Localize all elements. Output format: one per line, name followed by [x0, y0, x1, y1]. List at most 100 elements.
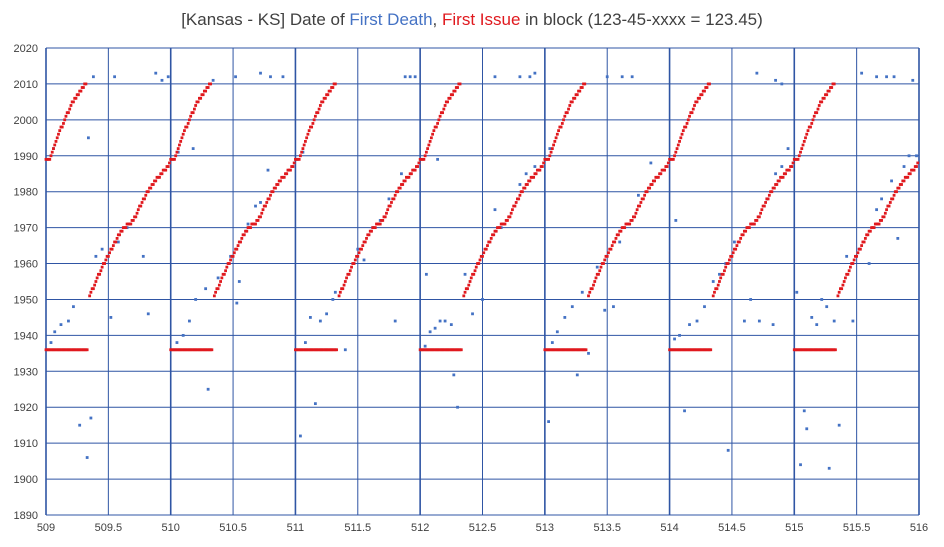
first-issue-point: [617, 233, 620, 237]
first-issue-point: [62, 122, 65, 125]
first-issue-point: [506, 219, 509, 222]
first-issue-point: [212, 294, 216, 298]
first-issue-point: [229, 258, 232, 262]
first-issue-point: [189, 114, 193, 118]
first-death-point: [683, 409, 686, 413]
first-issue-point: [111, 244, 115, 247]
first-issue-point: [721, 272, 725, 276]
first-issue-point: [69, 104, 73, 107]
first-issue-point: [787, 168, 791, 172]
first-death-point: [78, 423, 82, 427]
first-issue-point: [427, 143, 431, 147]
first-issue-point: [88, 294, 92, 298]
first-issue-point: [836, 294, 840, 298]
first-issue-point: [271, 190, 275, 194]
first-issue-point: [534, 172, 538, 176]
first-death-point: [733, 240, 736, 244]
first-issue-point: [775, 183, 779, 186]
first-death-point: [774, 172, 777, 176]
first-issue-point: [610, 244, 614, 247]
first-issue-point: [711, 294, 715, 298]
first-death-point: [902, 165, 906, 168]
first-death-point: [845, 254, 849, 258]
first-issue-point: [548, 154, 552, 158]
x-tick-label: 513: [536, 522, 554, 534]
first-issue-point: [915, 165, 918, 168]
first-issue-point: [144, 193, 148, 197]
first-issue-point: [85, 348, 89, 352]
first-issue-point: [605, 254, 609, 258]
first-issue-point: [106, 254, 110, 258]
first-issue-point: [665, 165, 669, 168]
first-issue-point: [91, 287, 95, 291]
first-issue-point: [220, 276, 224, 280]
first-death-point: [875, 208, 878, 212]
first-issue-point: [508, 215, 512, 219]
first-death-point: [269, 75, 272, 79]
first-issue-point: [48, 157, 52, 161]
first-death-point: [595, 265, 599, 269]
first-issue-point: [473, 269, 477, 273]
first-death-point: [424, 272, 428, 276]
y-axis-tick-labels: 1890 1900 1910 1920 1930 1940 1950 1960 1970 1980…: [14, 43, 38, 522]
first-death-point: [493, 208, 497, 212]
first-issue-point: [225, 265, 229, 269]
first-issue-point: [619, 229, 623, 233]
first-death-point: [166, 75, 170, 79]
first-death-point: [175, 341, 179, 344]
first-issue-point: [194, 104, 198, 107]
first-issue-point: [331, 86, 335, 89]
first-issue-point: [645, 190, 649, 194]
x-tick-label: 511: [287, 522, 305, 534]
first-issue-point: [598, 269, 602, 273]
first-issue-point: [730, 254, 734, 258]
first-death-point: [160, 78, 164, 82]
first-death-point: [837, 423, 841, 427]
first-issue-point: [613, 240, 617, 244]
first-issue-point: [176, 147, 180, 150]
first-issue-point: [443, 104, 447, 107]
first-issue-point: [178, 143, 181, 147]
first-issue-point: [916, 161, 920, 165]
first-death-point: [304, 341, 307, 344]
first-issue-point: [210, 348, 214, 352]
first-issue-point: [323, 96, 327, 100]
first-issue-point: [830, 86, 834, 89]
first-issue-point: [441, 111, 444, 115]
first-issue-point: [635, 208, 639, 212]
first-issue-point: [578, 89, 582, 93]
first-death-point: [780, 165, 784, 168]
first-death-point: [810, 316, 814, 319]
first-issue-series: [44, 82, 920, 352]
first-issue-point: [458, 82, 462, 86]
first-issue-point: [671, 157, 675, 161]
y-tick-label: 1900: [14, 474, 38, 486]
first-issue-point: [93, 283, 97, 287]
first-issue-point: [124, 226, 128, 230]
first-issue-point: [100, 265, 104, 269]
first-issue-point: [744, 229, 748, 233]
first-death-point: [649, 161, 653, 165]
first-issue-point: [528, 179, 532, 183]
first-issue-point: [436, 122, 440, 125]
first-issue-point: [183, 129, 186, 133]
first-issue-point: [381, 219, 385, 222]
first-issue-point: [370, 229, 373, 233]
first-issue-point: [53, 143, 57, 147]
first-issue-point: [525, 183, 529, 186]
first-death-point: [331, 298, 335, 301]
first-issue-point: [802, 140, 806, 143]
first-death-point: [726, 448, 730, 452]
first-issue-point: [136, 208, 140, 212]
first-issue-point: [254, 222, 257, 226]
first-issue-point: [815, 111, 819, 115]
first-death-point: [896, 236, 900, 240]
first-issue-point: [82, 86, 85, 89]
first-issue-point: [231, 254, 235, 258]
first-issue-point: [666, 161, 670, 165]
first-death-point: [548, 147, 552, 150]
first-death-point: [299, 434, 302, 438]
first-death-point: [911, 78, 915, 82]
first-issue-point: [630, 219, 634, 222]
first-issue-point: [347, 272, 351, 276]
